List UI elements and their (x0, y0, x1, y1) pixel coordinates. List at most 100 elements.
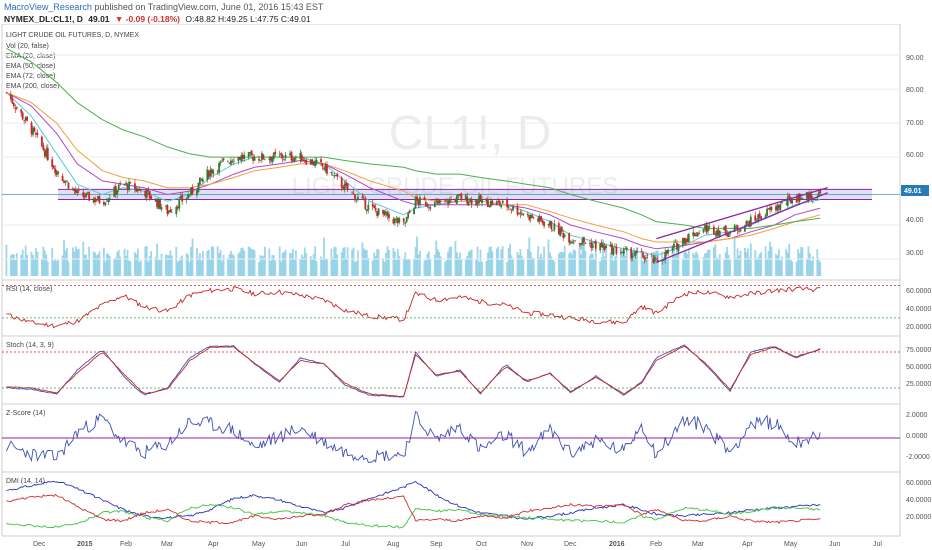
volume-bar (507, 247, 510, 276)
volume-bar (190, 246, 192, 276)
candle-body (281, 154, 284, 159)
volume-bar (176, 261, 179, 276)
candle-body (414, 197, 417, 209)
candle-body (797, 194, 799, 201)
volume-bar (485, 261, 488, 276)
candle-body (509, 208, 511, 210)
candle-body (355, 198, 358, 200)
volume-bar (243, 250, 246, 276)
author-link[interactable]: MacroView_Research (4, 2, 92, 12)
volume-bar (73, 251, 76, 276)
volume-bar (433, 254, 436, 276)
volume-bar (569, 251, 572, 276)
volume-bar (145, 246, 148, 276)
volume-bar (501, 246, 504, 276)
volume-bar (676, 246, 678, 276)
candle-body (209, 169, 212, 177)
volume-bar (702, 256, 705, 276)
candle-body (305, 160, 308, 165)
candle-body (673, 243, 675, 248)
candle-body (67, 182, 70, 189)
candle-body (309, 159, 312, 165)
candle-body (199, 177, 201, 185)
candle-body (667, 249, 670, 254)
candle-body (417, 199, 420, 205)
candle-body (283, 159, 286, 161)
volume-bar (593, 259, 596, 276)
volume-bar (795, 261, 798, 276)
candle-body (250, 150, 253, 156)
candle-body (469, 198, 472, 202)
candle-body (125, 182, 127, 185)
candle-body (766, 208, 768, 216)
volume-bar (320, 256, 322, 276)
volume-bar (640, 250, 643, 276)
candle-body (664, 251, 667, 260)
volume-bar (188, 261, 191, 276)
volume-bar (416, 236, 418, 276)
candle-body (230, 160, 232, 165)
candle-body (159, 199, 161, 209)
dmi-tick-60: 60.0000 (906, 480, 931, 487)
rsi-layer (2, 285, 900, 329)
volume-bar (85, 254, 88, 276)
volume-bar (113, 258, 116, 276)
candle-body (154, 199, 157, 202)
volume-bar (264, 246, 266, 276)
candle-body (550, 221, 553, 230)
candle-body (103, 202, 105, 205)
candle-body (553, 223, 556, 230)
candle-body (15, 107, 18, 109)
candle-body (185, 197, 188, 201)
candle-body (126, 184, 129, 190)
candle-body (646, 255, 649, 256)
candle-body (393, 218, 396, 223)
volume-bar (303, 247, 306, 276)
volume-bar (506, 261, 509, 276)
candle-body (599, 243, 602, 251)
candle-body (12, 102, 15, 107)
volume-bar (175, 246, 178, 276)
candle-body (702, 229, 705, 233)
volume-bar (631, 250, 634, 276)
volume-bar (371, 260, 374, 276)
volume-bar (271, 255, 274, 276)
volume-bar (26, 254, 29, 276)
candle-body (429, 207, 432, 209)
candle-body (624, 248, 627, 250)
volume-bar (197, 257, 200, 276)
volume-bar (302, 256, 305, 276)
volume-bar (478, 261, 480, 276)
price-tick-40: 40.00 (906, 217, 924, 224)
candle-body (311, 159, 314, 165)
volume-bar (207, 249, 210, 276)
candle-body (86, 192, 89, 193)
volume-bar (9, 255, 12, 276)
chart-svg[interactable]: CL1!, D LIGHT CRUDE OIL FUTURES LIGHT CR… (0, 24, 932, 550)
volume-bar (633, 248, 636, 276)
volume-bar (377, 249, 380, 276)
candle-body (314, 161, 317, 167)
symbol-line: NYMEX_DL:CL1!, D 49.01 ▼ -0.09 (-0.18%) … (4, 14, 314, 24)
candle-body (448, 199, 451, 204)
volume-bar (167, 255, 170, 276)
candle-body (619, 252, 622, 253)
volume-bar (621, 250, 624, 276)
candle-body (549, 221, 551, 226)
candle-body (191, 186, 194, 194)
volume-bar (333, 246, 336, 276)
candle-body (367, 204, 370, 211)
candle-body (476, 201, 479, 205)
candle-body (423, 197, 426, 201)
candle-body (385, 211, 387, 215)
volume-bar (269, 260, 272, 276)
volume-bar (388, 249, 390, 276)
candle-body (543, 221, 545, 227)
candle-body (179, 196, 182, 199)
volume-bar (612, 260, 615, 276)
volume-bar (311, 258, 314, 276)
candle-body (819, 190, 822, 194)
candle-body (572, 242, 575, 244)
volume-bar (578, 246, 581, 276)
volume-bar (252, 249, 254, 276)
